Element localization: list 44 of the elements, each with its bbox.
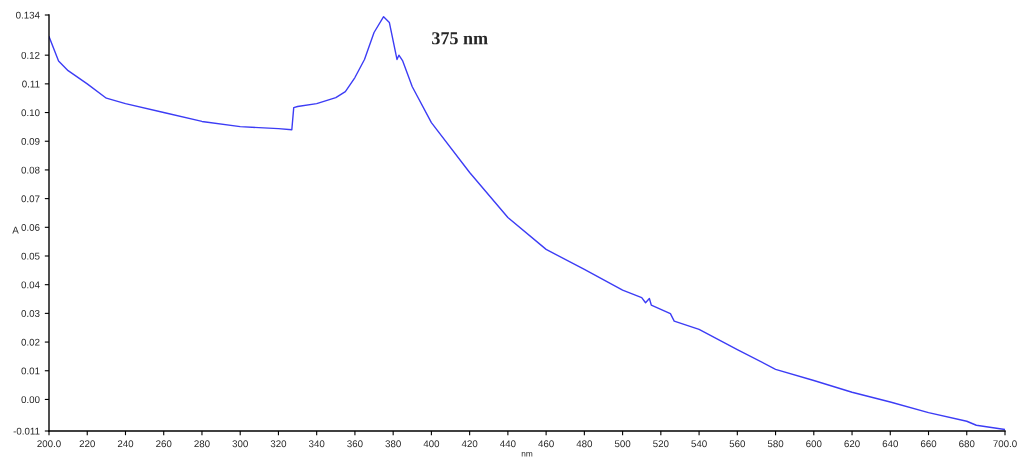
x-tick-label: 440 xyxy=(499,440,516,448)
x-tick-label: 540 xyxy=(691,440,707,448)
x-tick-label: 640 xyxy=(882,440,899,448)
y-tick-label: 0.03 xyxy=(21,310,40,317)
y-tick-label: -0.011 xyxy=(13,427,40,435)
x-tick-label: 340 xyxy=(308,440,325,448)
y-tick-label: 0.05 xyxy=(21,252,40,260)
y-tick-label: 0.00 xyxy=(21,396,40,404)
x-tick-label: 220 xyxy=(79,440,95,448)
x-tick-label: 680 xyxy=(959,440,975,448)
x-tick-label: 320 xyxy=(270,440,287,448)
annotation: 375 nm xyxy=(432,32,488,45)
x-tick-label: 660 xyxy=(920,440,937,448)
x-tick-label: 240 xyxy=(117,440,134,448)
y-axis-title: A xyxy=(12,226,19,234)
x-tick-label: 380 xyxy=(385,440,401,448)
y-tick-label: 0.10 xyxy=(21,109,40,117)
x-tick-label: 700.0 xyxy=(993,440,1017,448)
y-tick-label: 0.11 xyxy=(22,80,40,88)
x-tick-label: 500 xyxy=(614,440,631,448)
x-tick-label: 400 xyxy=(423,440,440,448)
x-tick-label: 300 xyxy=(232,440,248,448)
y-tick-label: 0.12 xyxy=(21,51,40,59)
x-tick-label: 200.0 xyxy=(37,440,61,448)
y-tick-label: 0.09 xyxy=(21,137,40,145)
x-tick-label: 580 xyxy=(767,440,784,448)
y-tick-label: 0.06 xyxy=(21,224,40,231)
y-tick-label: 0.08 xyxy=(21,166,40,174)
x-tick-label: 560 xyxy=(729,440,746,448)
x-tick-label: 480 xyxy=(576,440,593,448)
y-tick-label: 0.134 xyxy=(16,11,40,19)
x-tick-label: 600 xyxy=(806,440,822,448)
y-tick-label: 0.02 xyxy=(21,338,40,346)
x-tick-label: 620 xyxy=(844,440,860,448)
x-tick-label: 520 xyxy=(653,440,669,448)
x-tick-label: 420 xyxy=(461,440,478,448)
x-tick-label: 260 xyxy=(156,440,172,448)
x-tick-label: 280 xyxy=(194,440,210,448)
x-axis-title: nm xyxy=(521,452,533,457)
x-tick-label: 360 xyxy=(347,440,363,448)
y-tick-label: 0.04 xyxy=(21,281,40,289)
y-tick-label: 0.01 xyxy=(21,367,40,375)
x-tick-label: 460 xyxy=(538,440,554,448)
y-tick-label: 0.07 xyxy=(21,195,40,203)
